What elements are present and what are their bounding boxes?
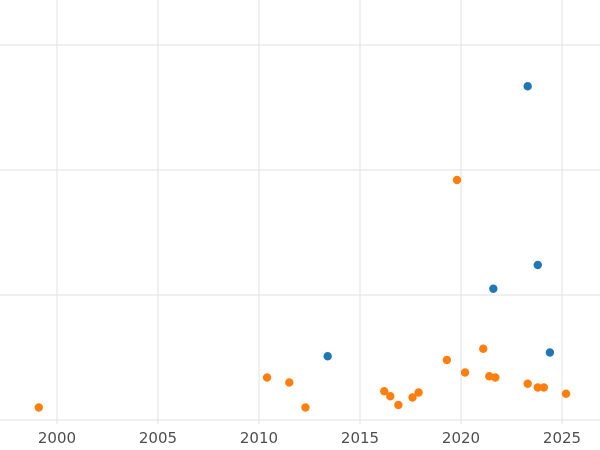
- data-point-orange: [533, 383, 542, 392]
- x-tick-label: 2015: [341, 429, 379, 447]
- x-tick-label: 2010: [240, 429, 278, 447]
- data-point-blue: [523, 82, 532, 91]
- data-point-orange: [491, 373, 500, 382]
- data-point-orange: [262, 373, 272, 382]
- data-point-orange: [479, 344, 488, 353]
- data-point-orange: [408, 393, 417, 402]
- data-point-orange: [414, 388, 423, 397]
- x-tick-label: 2020: [442, 429, 480, 447]
- data-point-orange: [394, 400, 403, 410]
- x-tick-label: 2025: [543, 429, 581, 447]
- data-point-blue: [323, 352, 332, 361]
- data-point-orange: [386, 392, 395, 401]
- data-point-orange: [539, 383, 549, 392]
- data-point-orange: [380, 387, 389, 396]
- data-point-orange: [34, 403, 43, 412]
- data-point-orange: [301, 403, 310, 412]
- x-tick-label: 2000: [38, 429, 76, 447]
- data-point-blue: [533, 260, 542, 270]
- data-point-orange: [285, 378, 294, 387]
- data-point-orange: [460, 368, 470, 377]
- data-point-orange: [442, 355, 452, 365]
- data-point-orange: [452, 175, 462, 185]
- data-point-orange: [561, 389, 571, 398]
- data-point-blue: [545, 348, 555, 357]
- x-tick-label: 2005: [139, 429, 177, 447]
- data-point-blue: [489, 284, 498, 293]
- data-point-orange: [523, 379, 532, 388]
